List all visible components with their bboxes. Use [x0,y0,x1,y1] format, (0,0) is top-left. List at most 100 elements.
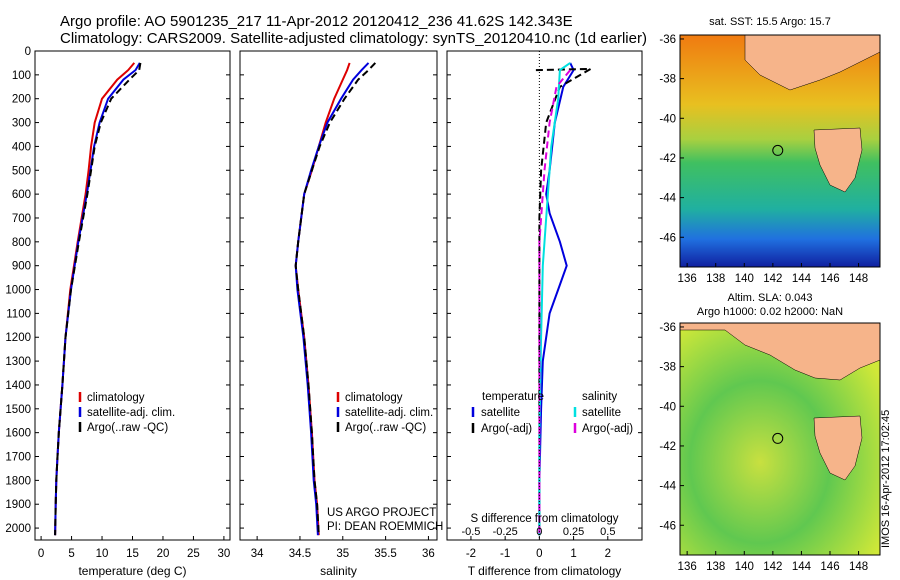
s-tick-label: -0.25 [493,526,518,538]
x-tick-label: 5 [68,548,74,560]
imos-timestamp: IMOS 16-Apr-2012 17:02:45 [880,409,892,548]
sla-map-title-1: Altim. SLA: 0.043 [728,292,813,304]
plot-frame [239,50,438,541]
s-tick-label: 0 [536,526,542,538]
series-line-argoadj [538,69,571,536]
y-tick-label: 1000 [5,285,31,297]
x-tick-label: 34 [251,548,264,560]
s-tick-label: 0.25 [563,526,584,538]
y-tick-label: 0 [25,46,31,58]
map-y-tick-label: -46 [659,232,676,244]
map-y-tick-label: -44 [659,481,676,493]
y-tick-label: 1100 [6,308,31,320]
temperature-panel: 0100200300400500600700800900100011001200… [5,46,231,578]
y-tick-label: 1200 [5,332,31,344]
legend-item: satellite-adj. clim. [345,407,433,419]
y-tick-label: 1900 [5,499,31,511]
legend-item: Argo(..raw -QC) [87,422,168,434]
legend-item: Argo(-adj) [582,423,633,435]
map-y-tick-label: -42 [659,441,676,453]
x-axis-label: temperature (deg C) [78,564,186,578]
map-x-tick-label: 148 [849,561,868,573]
y-tick-label: 500 [12,165,31,177]
legend-left-header: temperature [482,391,544,403]
map-x-tick-label: 144 [792,561,812,573]
tasmania-shape [813,127,863,193]
sst-map: sat. SST: 15.5 Argo: 15.7 136 138 140 142 14… [659,16,881,285]
map-x-tick-label: 140 [735,561,754,573]
legend-item: satellite [481,407,520,419]
map-x-tick-label: 140 [735,273,754,285]
argo-float-marker-2 [772,432,784,444]
x-tick-label: 35.5 [374,548,396,560]
y-tick-label: 400 [12,141,31,153]
y-tick-label: 1500 [5,404,31,416]
x-tick-label: 15 [126,548,139,560]
y-tick-label: 2000 [5,523,31,535]
title-line-1: Argo profile: AO 5901235_217 11-Apr-2012… [60,13,573,30]
y-tick-label: 700 [12,213,31,225]
x-tick-label: 34.5 [289,548,311,560]
map-x-tick-label: 146 [820,561,839,573]
legend-item: Argo(..raw -QC) [345,422,426,434]
plot-frame [34,50,231,541]
title-line-2: Climatology: CARS2009. Satellite-adjuste… [60,30,647,47]
x-tick-label: 36 [422,548,435,560]
map-x-tick-label: 136 [678,561,697,573]
map-y-tick-label: -42 [659,153,676,165]
y-tick-label: 1300 [5,356,31,368]
map-y-tick-label: -44 [659,193,676,205]
y-tick-label: 1700 [5,452,31,464]
project-annotation: US ARGO PROJECT [327,507,436,519]
x-tick-label: -2 [466,548,476,560]
plot-frame [446,50,643,541]
sla-map: Altim. SLA: 0.043 Argo h1000: 0.02 h2000… [659,292,881,573]
s-tick-label: 0.5 [600,526,615,538]
s-tick-label: -0.5 [461,526,480,538]
sst-map-frame [679,34,881,268]
map-y-tick-label: -46 [659,520,676,532]
map-x-tick-label: 142 [763,561,782,573]
x-tick-label: 1 [570,548,576,560]
legend-item: climatology [87,392,145,404]
y-tick-label: 1800 [5,475,31,487]
sst-map-title: sat. SST: 15.5 Argo: 15.7 [709,16,831,28]
map-y-tick-label: -40 [659,113,676,125]
y-tick-label: 900 [12,261,31,273]
sla-map-frame [679,322,881,556]
legend-right-header: salinity [582,391,617,403]
project-annotation: PI: DEAN ROEMMICH [327,521,443,533]
x-tick-label: 0 [38,548,44,560]
s-axis-label: S difference from climatology [470,513,618,525]
x-axis-label: T difference from climatology [468,564,622,578]
tasmania-shape-2 [813,415,863,481]
x-tick-label: 25 [187,548,200,560]
map-x-tick-label: 142 [763,273,782,285]
legend-item: satellite-adj. clim. [87,407,175,419]
y-tick-label: 100 [12,70,31,82]
y-tick-label: 600 [12,189,31,201]
x-tick-label: -1 [500,548,510,560]
difference-panel: -2 -1 0 1 2 T difference from climatology -0.5… [446,50,643,578]
series-line-argorawqc [294,62,377,536]
x-axis-label: salinity [320,564,357,578]
map-x-tick-label: 144 [792,273,812,285]
legend-item: satellite [582,407,621,419]
map-y-tick-label: -36 [659,322,676,334]
y-tick-label: 200 [12,94,31,106]
y-tick-label: 300 [12,118,31,130]
legend-item: climatology [345,392,403,404]
map-y-tick-label: -36 [659,34,676,46]
y-tick-label: 800 [12,237,31,249]
salinity-panel: 34 34.5 35 35.5 36 salinity climatology satelli… [239,50,443,578]
series-line-satelliteadjclim [54,62,141,536]
x-tick-label: 20 [157,548,170,560]
map-y-tick-label: -40 [659,401,676,413]
map-y-tick-label: -38 [659,362,676,374]
x-tick-label: 10 [96,548,109,560]
y-tick-label: 1600 [5,428,31,440]
map-x-tick-label: 138 [706,561,725,573]
x-tick-label: 2 [605,548,611,560]
x-tick-label: 35 [336,548,349,560]
